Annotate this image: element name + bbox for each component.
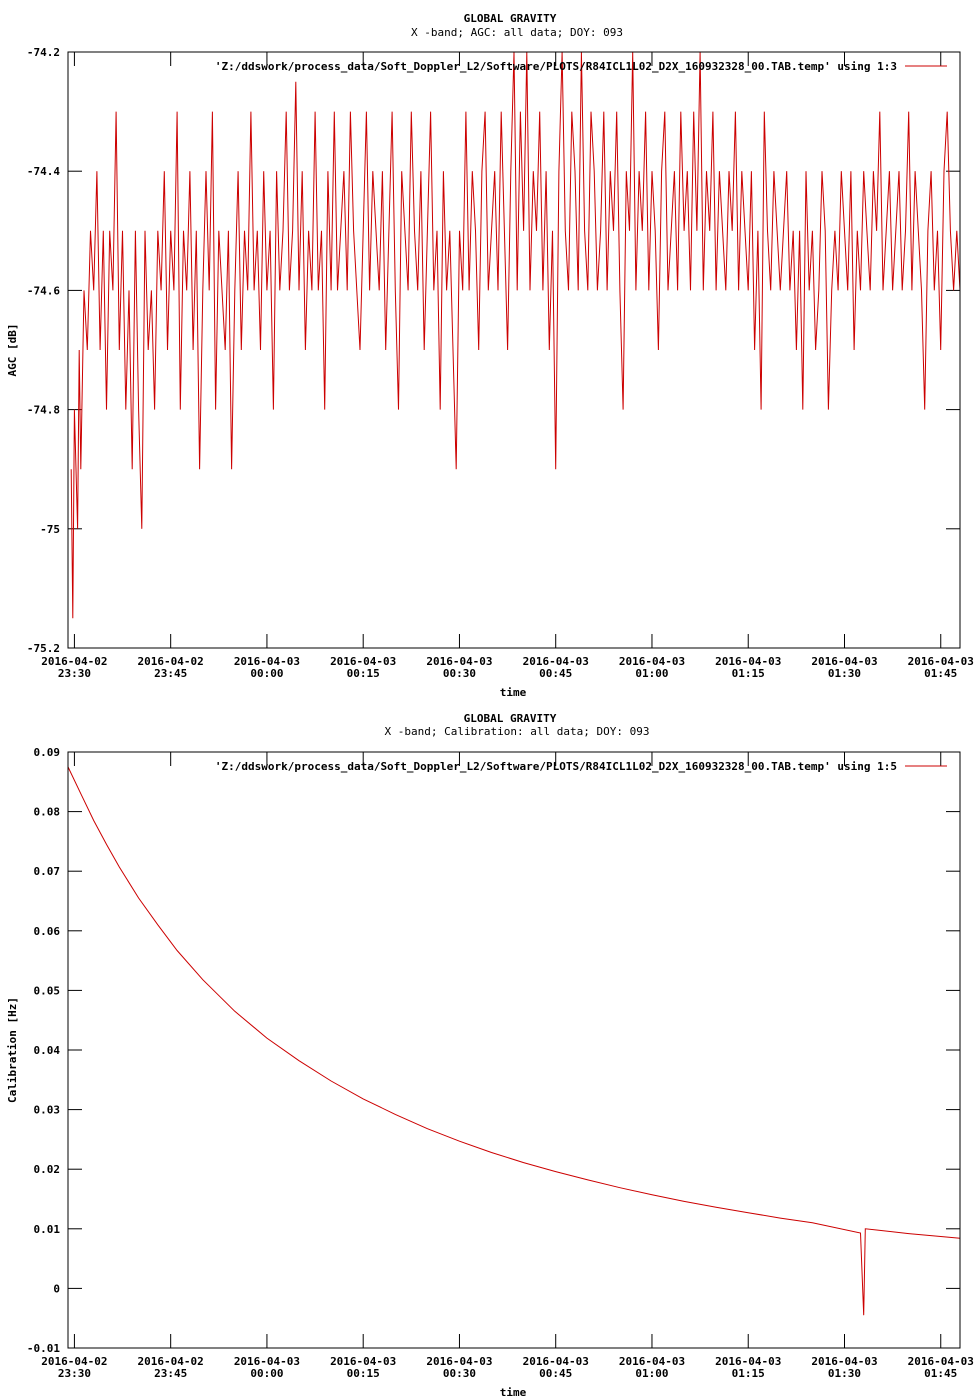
y-tick-label: -74.6 — [27, 284, 60, 297]
x-tick-date: 2016-04-02 — [41, 655, 107, 668]
y-tick-label: 0.07 — [34, 865, 61, 878]
x-tick-date: 2016-04-03 — [908, 655, 974, 668]
x-tick-date: 2016-04-03 — [811, 655, 877, 668]
x-tick-time: 00:45 — [539, 667, 572, 680]
legend-label: 'Z:/ddswork/process_data/Soft_Doppler_L2… — [215, 760, 897, 773]
x-tick-date: 2016-04-03 — [330, 1355, 396, 1368]
x-tick-date: 2016-04-03 — [426, 655, 492, 668]
x-tick-time: 01:45 — [924, 667, 957, 680]
x-tick-time: 23:45 — [154, 1367, 187, 1380]
x-tick-date: 2016-04-02 — [138, 655, 204, 668]
x-tick-time: 00:00 — [250, 667, 283, 680]
y-tick-label: 0.06 — [34, 925, 61, 938]
series-line — [70, 51, 961, 619]
y-ticks: 0.09 0.08 0.07 0.06 0.05 0.04 0.03 0.02 0.01 0 -0.… — [27, 746, 960, 1355]
x-tick-date: 2016-04-03 — [523, 1355, 589, 1368]
y-tick-label: 0.08 — [34, 806, 61, 819]
x-tick-time: 00:30 — [443, 667, 476, 680]
x-tick-date: 2016-04-03 — [426, 1355, 492, 1368]
x-tick-time: 01:30 — [828, 667, 861, 680]
x-tick-date: 2016-04-03 — [330, 655, 396, 668]
y-tick-label: 0.01 — [34, 1223, 61, 1236]
y-axis-label: Calibration [Hz] — [6, 997, 19, 1103]
x-tick-date: 2016-04-03 — [619, 655, 685, 668]
x-tick-date: 2016-04-03 — [715, 655, 781, 668]
x-tick-date: 2016-04-03 — [908, 1355, 974, 1368]
x-tick-time: 00:30 — [443, 1367, 476, 1380]
x-tick-date: 2016-04-03 — [715, 1355, 781, 1368]
x-tick-time: 00:15 — [347, 1367, 380, 1380]
x-tick-date: 2016-04-03 — [234, 1355, 300, 1368]
x-axis-label: time — [500, 686, 527, 699]
y-tick-label: -74.2 — [27, 46, 60, 59]
x-tick-time: 23:30 — [58, 1367, 91, 1380]
x-tick-time: 01:30 — [828, 1367, 861, 1380]
y-tick-label: 0.03 — [34, 1104, 61, 1117]
x-tick-time: 00:00 — [250, 1367, 283, 1380]
x-tick-time: 01:00 — [635, 667, 668, 680]
legend-label: 'Z:/ddswork/process_data/Soft_Doppler_L2… — [215, 60, 897, 73]
y-tick-label: -74.4 — [27, 165, 60, 178]
y-tick-label: 0.04 — [34, 1044, 61, 1057]
x-ticks: 2016-04-0223:302016-04-0223:452016-04-03… — [41, 752, 974, 1380]
plot-frame — [67, 751, 961, 1349]
y-axis-label: AGC [dB] — [6, 324, 19, 377]
x-tick-time: 00:15 — [347, 667, 380, 680]
series-line — [67, 766, 961, 1316]
y-tick-label: -75.2 — [27, 642, 60, 655]
x-tick-time: 01:00 — [635, 1367, 668, 1380]
x-tick-time: 23:30 — [58, 667, 91, 680]
y-tick-label: -74.8 — [27, 404, 60, 417]
x-tick-time: 01:45 — [924, 1367, 957, 1380]
x-axis-label: time — [500, 1386, 527, 1399]
chart-subtitle: X -band; AGC: all data; DOY: 093 — [411, 26, 623, 39]
x-tick-date: 2016-04-02 — [138, 1355, 204, 1368]
x-tick-date: 2016-04-03 — [619, 1355, 685, 1368]
x-tick-time: 23:45 — [154, 667, 187, 680]
x-tick-date: 2016-04-03 — [523, 655, 589, 668]
y-tick-label: -75 — [40, 523, 60, 536]
calibration-chart: GLOBAL GRAVITY X -band; Calibration: all… — [6, 712, 974, 1399]
x-tick-date: 2016-04-03 — [234, 655, 300, 668]
y-tick-label: 0.05 — [34, 984, 61, 997]
agc-chart: GLOBAL GRAVITY X -band; AGC: all data; D… — [6, 12, 974, 699]
x-ticks: 2016-04-0223:302016-04-0223:452016-04-03… — [41, 52, 974, 680]
y-tick-label: 0.09 — [34, 746, 61, 759]
plot-frame — [67, 51, 961, 649]
chart-title: GLOBAL GRAVITY — [464, 12, 557, 25]
chart-subtitle: X -band; Calibration: all data; DOY: 093 — [385, 725, 650, 738]
chart-title: GLOBAL GRAVITY — [464, 712, 557, 725]
y-tick-label: 0.02 — [34, 1163, 61, 1176]
x-tick-time: 01:15 — [732, 1367, 765, 1380]
x-tick-time: 00:45 — [539, 1367, 572, 1380]
y-tick-label: -0.01 — [27, 1342, 60, 1355]
y-tick-label: 0 — [53, 1282, 60, 1295]
x-tick-date: 2016-04-03 — [811, 1355, 877, 1368]
x-tick-date: 2016-04-02 — [41, 1355, 107, 1368]
x-tick-time: 01:15 — [732, 667, 765, 680]
y-ticks: -74.2 -74.4 -74.6 -74.8 -75 -75.2 — [27, 46, 960, 655]
